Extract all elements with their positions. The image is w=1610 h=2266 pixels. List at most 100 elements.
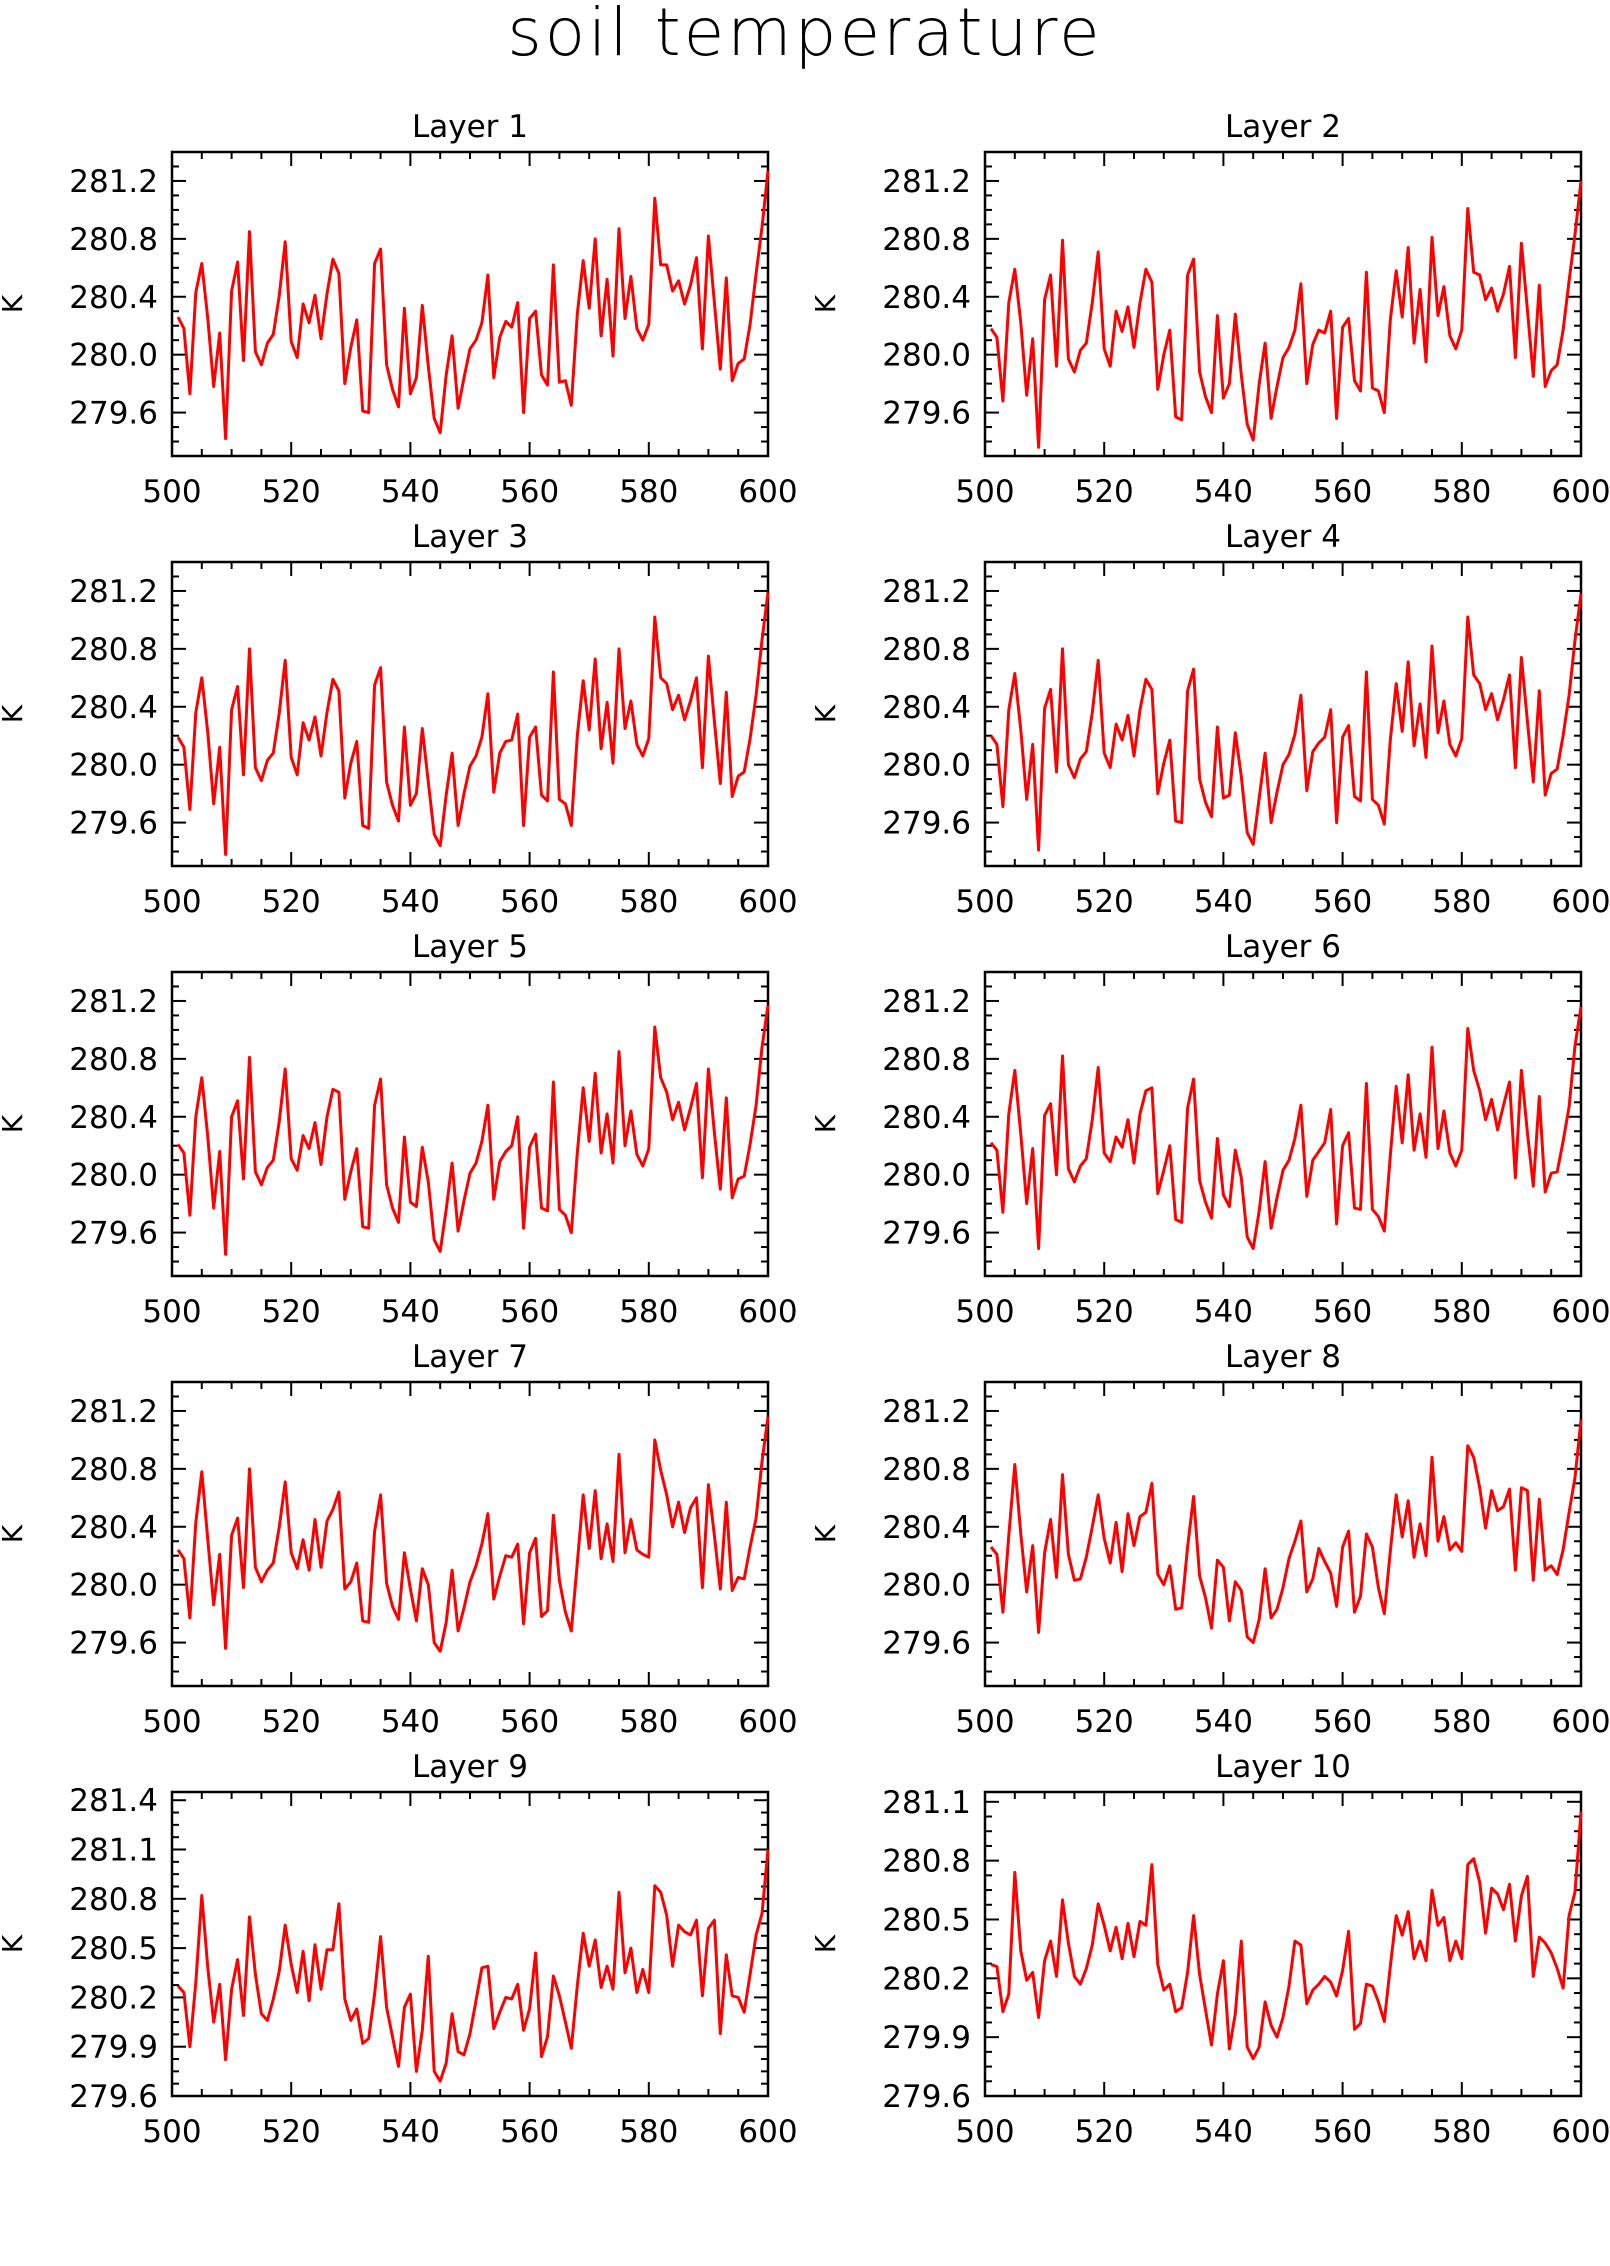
x-tick-label: 520 bbox=[262, 2114, 321, 2150]
y-tick-label: 279.9 bbox=[882, 2020, 971, 2056]
x-tick-label: 580 bbox=[619, 1294, 678, 1330]
panel-title: Layer 3 bbox=[412, 519, 528, 555]
x-tick-label: 580 bbox=[1432, 474, 1491, 510]
plot-frame bbox=[170, 1790, 770, 2098]
plot-frame bbox=[983, 150, 1583, 458]
x-tick-label: 520 bbox=[1075, 2114, 1134, 2150]
x-tick-label: 600 bbox=[738, 884, 797, 920]
y-tick-label: 280.4 bbox=[69, 280, 158, 316]
plot-frame bbox=[983, 970, 1583, 1278]
y-tick-label: 280.4 bbox=[882, 1100, 971, 1136]
plot-frame bbox=[983, 1380, 1583, 1688]
y-axis-label: K bbox=[809, 294, 842, 313]
y-axis-label: K bbox=[0, 1524, 29, 1543]
y-tick-label: 280.0 bbox=[69, 748, 158, 784]
y-tick-label: 279.6 bbox=[882, 2079, 971, 2115]
y-tick-label: 279.6 bbox=[882, 1626, 971, 1662]
y-tick-label: 280.5 bbox=[69, 1931, 158, 1967]
y-tick-label: 280.8 bbox=[882, 1042, 971, 1078]
chart-panel-3: Layer 3 500 520 540 560 580 600 279.6 280.0 280.4… bbox=[0, 519, 798, 920]
panel-title: Layer 8 bbox=[1225, 1339, 1341, 1375]
series-line bbox=[989, 180, 1583, 449]
x-tick-label: 560 bbox=[500, 1294, 559, 1330]
y-tick-label: 280.4 bbox=[69, 1100, 158, 1136]
x-tick-label: 520 bbox=[262, 1704, 321, 1740]
x-tick-label: 540 bbox=[1194, 2114, 1253, 2150]
y-tick-label: 281.2 bbox=[69, 574, 158, 610]
x-tick-label: 500 bbox=[142, 1704, 201, 1740]
chart-panel-5: Layer 5 500 520 540 560 580 600 279.6 280.0 280.4… bbox=[0, 929, 798, 1330]
x-tick-label: 580 bbox=[619, 1704, 678, 1740]
y-tick-label: 280.4 bbox=[882, 1510, 971, 1546]
x-tick-label: 540 bbox=[381, 474, 440, 510]
x-tick-label: 500 bbox=[142, 2114, 201, 2150]
x-tick-label: 500 bbox=[142, 474, 201, 510]
series-line bbox=[176, 170, 770, 441]
y-axis-label: K bbox=[0, 1114, 29, 1133]
panel-title: Layer 6 bbox=[1225, 929, 1341, 965]
y-tick-label: 280.0 bbox=[69, 1568, 158, 1604]
y-tick-label: 279.6 bbox=[882, 806, 971, 842]
y-tick-label: 279.6 bbox=[69, 1216, 158, 1252]
y-tick-label: 280.2 bbox=[882, 1961, 971, 1997]
y-tick-label: 280.8 bbox=[882, 1452, 971, 1488]
y-tick-label: 281.2 bbox=[69, 984, 158, 1020]
panel-title: Layer 4 bbox=[1225, 519, 1341, 555]
y-tick-label: 280.0 bbox=[69, 338, 158, 374]
x-tick-label: 560 bbox=[500, 474, 559, 510]
x-tick-label: 500 bbox=[142, 1294, 201, 1330]
x-tick-label: 580 bbox=[1432, 884, 1491, 920]
y-tick-label: 280.4 bbox=[882, 690, 971, 726]
panel-title: Layer 7 bbox=[412, 1339, 528, 1375]
x-tick-label: 540 bbox=[1194, 884, 1253, 920]
x-tick-label: 560 bbox=[500, 1704, 559, 1740]
x-tick-label: 600 bbox=[1551, 2114, 1610, 2150]
x-tick-label: 580 bbox=[1432, 1294, 1491, 1330]
x-tick-label: 520 bbox=[262, 1294, 321, 1330]
series-line bbox=[176, 1005, 770, 1256]
panel-title: Layer 5 bbox=[412, 929, 528, 965]
plot-frame bbox=[170, 1380, 770, 1688]
x-tick-label: 520 bbox=[1075, 1294, 1134, 1330]
y-tick-label: 280.8 bbox=[882, 222, 971, 258]
series-line bbox=[989, 1419, 1583, 1645]
y-tick-label: 280.4 bbox=[69, 690, 158, 726]
y-axis-label: K bbox=[809, 704, 842, 723]
y-tick-label: 281.2 bbox=[69, 164, 158, 200]
x-tick-label: 560 bbox=[500, 2114, 559, 2150]
figure-title: soil temperature bbox=[507, 0, 1103, 71]
x-tick-label: 500 bbox=[955, 1294, 1014, 1330]
x-tick-label: 500 bbox=[955, 1704, 1014, 1740]
chart-panel-9: Layer 9 500 520 540 560 580 600 279.6 279.9 280.2… bbox=[0, 1749, 798, 2150]
series-line bbox=[176, 1416, 770, 1653]
x-tick-label: 560 bbox=[500, 884, 559, 920]
x-tick-label: 560 bbox=[1313, 1704, 1372, 1740]
y-tick-label: 281.1 bbox=[882, 1785, 971, 1821]
y-tick-label: 281.2 bbox=[69, 1394, 158, 1430]
x-tick-label: 580 bbox=[619, 474, 678, 510]
x-tick-label: 600 bbox=[738, 1294, 797, 1330]
y-tick-label: 279.6 bbox=[882, 396, 971, 432]
chart-panel-7: Layer 7 500 520 540 560 580 600 279.6 280.0 280.4… bbox=[0, 1339, 798, 1740]
y-tick-label: 280.5 bbox=[882, 1902, 971, 1938]
x-tick-label: 580 bbox=[619, 2114, 678, 2150]
x-tick-label: 580 bbox=[1432, 2114, 1491, 2150]
y-axis-label: K bbox=[809, 1934, 842, 1953]
y-tick-label: 281.2 bbox=[882, 1394, 971, 1430]
y-tick-label: 280.0 bbox=[882, 338, 971, 374]
x-tick-label: 600 bbox=[1551, 1294, 1610, 1330]
series-line bbox=[990, 1811, 1583, 2061]
plot-frame bbox=[983, 1790, 1583, 2098]
y-tick-label: 280.8 bbox=[882, 632, 971, 668]
plot-frame bbox=[170, 970, 770, 1278]
chart-panel-2: Layer 2 500 520 540 560 580 600 279.6 280.0 280.4… bbox=[809, 109, 1610, 510]
y-tick-label: 280.8 bbox=[69, 1882, 158, 1918]
y-tick-label: 280.0 bbox=[882, 748, 971, 784]
x-tick-label: 540 bbox=[381, 884, 440, 920]
y-tick-label: 281.1 bbox=[69, 1833, 158, 1869]
x-tick-label: 560 bbox=[1313, 1294, 1372, 1330]
series-line bbox=[176, 592, 770, 856]
panel-title: Layer 9 bbox=[412, 1749, 528, 1785]
x-tick-label: 540 bbox=[381, 1704, 440, 1740]
